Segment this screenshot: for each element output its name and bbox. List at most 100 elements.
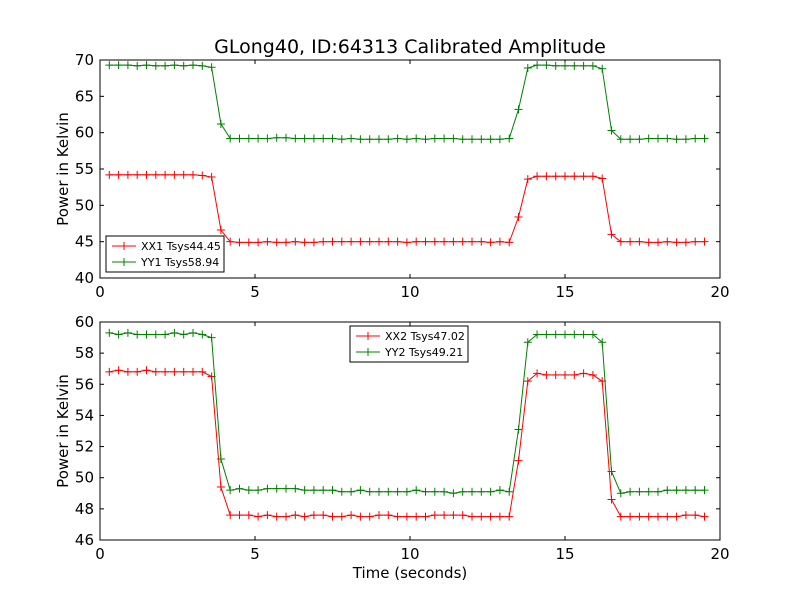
data-point-marker	[133, 367, 142, 376]
y-tick-label: 60	[75, 124, 94, 142]
data-point-marker	[570, 330, 579, 339]
data-point-marker	[207, 333, 216, 342]
data-point-marker	[412, 237, 421, 246]
data-point-marker	[468, 487, 476, 496]
y-tick-label: 60	[75, 313, 94, 331]
data-point-marker	[309, 134, 318, 143]
data-point-marker	[598, 338, 607, 347]
data-point-marker	[421, 237, 430, 246]
data-point-marker	[644, 134, 653, 143]
data-point-marker	[170, 367, 179, 376]
data-point-marker	[393, 487, 402, 496]
data-point-marker	[523, 338, 532, 347]
data-point-marker	[514, 105, 523, 114]
data-point-marker	[291, 237, 300, 246]
data-point-marker	[421, 135, 430, 144]
data-point-marker	[189, 170, 197, 179]
data-point-marker	[672, 238, 681, 247]
data-point-marker	[105, 61, 114, 70]
data-point-marker	[691, 134, 700, 143]
data-point-marker	[263, 511, 272, 520]
data-point-marker	[356, 237, 365, 246]
y-tick-label: 40	[75, 269, 94, 287]
chart-title: GLong40, ID:64313 Calibrated Amplitude	[214, 36, 606, 58]
data-point-marker	[133, 330, 142, 339]
data-point-marker	[412, 486, 421, 495]
data-point-marker	[542, 61, 551, 70]
data-point-marker	[449, 237, 458, 246]
y-tick-label: 46	[75, 531, 94, 549]
data-point-marker	[347, 134, 356, 143]
data-point-marker	[319, 486, 328, 495]
data-point-marker	[440, 237, 449, 246]
data-point-marker	[105, 170, 114, 179]
data-point-marker	[505, 512, 514, 521]
y-tick-label: 70	[75, 51, 94, 69]
data-point-marker	[272, 512, 281, 521]
data-point-marker	[198, 171, 207, 180]
y-tick-label: 65	[75, 87, 94, 105]
data-point-marker	[579, 61, 588, 70]
data-point-marker	[505, 238, 514, 247]
data-point-marker	[300, 512, 309, 521]
data-point-marker	[114, 61, 123, 70]
data-point-marker	[402, 238, 411, 247]
data-point-marker	[588, 330, 597, 339]
data-point-marker	[328, 512, 337, 521]
data-point-marker	[551, 61, 560, 70]
data-point-marker	[328, 486, 337, 495]
data-point-marker	[672, 135, 681, 144]
series-2-1	[105, 366, 709, 521]
series-1-2	[105, 61, 709, 144]
data-point-marker	[486, 238, 495, 247]
data-point-marker	[114, 330, 123, 339]
data-point-marker	[440, 134, 449, 143]
data-point-marker	[123, 61, 132, 70]
data-point-marker	[198, 330, 207, 339]
data-point-marker	[328, 134, 337, 143]
data-point-marker	[393, 237, 402, 246]
data-point-marker	[375, 135, 383, 144]
data-point-marker	[449, 489, 458, 498]
data-point-marker	[672, 512, 681, 521]
x-axis-label: Time (seconds)	[352, 564, 468, 582]
data-point-marker	[300, 486, 309, 495]
data-point-marker	[189, 61, 197, 70]
data-point-marker	[133, 170, 142, 179]
data-point-marker	[235, 238, 244, 247]
data-point-marker	[477, 487, 486, 496]
data-point-marker	[495, 135, 504, 144]
data-point-marker	[495, 486, 504, 495]
data-point-marker	[616, 512, 625, 521]
data-point-marker	[477, 135, 486, 144]
data-point-marker	[235, 484, 244, 493]
data-point-marker	[440, 511, 449, 520]
data-point-marker	[579, 172, 588, 181]
data-point-marker	[216, 455, 225, 464]
data-point-marker	[570, 370, 579, 379]
data-point-marker	[151, 61, 160, 70]
data-point-marker	[644, 238, 653, 247]
data-point-marker	[654, 134, 662, 143]
data-point-marker	[607, 467, 616, 476]
data-point-marker	[226, 486, 235, 495]
data-point-marker	[561, 61, 569, 70]
data-point-marker	[161, 367, 170, 376]
data-point-marker	[533, 330, 542, 339]
data-point-marker	[654, 487, 662, 496]
legend-marker	[120, 242, 128, 250]
data-point-marker	[282, 512, 290, 521]
data-point-marker	[319, 511, 328, 520]
data-point-marker	[681, 511, 690, 520]
legend: XX2 Tsys47.02 YY2 Tsys49.21	[349, 325, 469, 363]
data-point-marker	[272, 133, 281, 142]
legend-label: XX1 Tsys44.45	[141, 240, 221, 253]
data-point-marker	[151, 170, 160, 179]
data-point-marker	[216, 483, 225, 492]
x-tick-label: 5	[250, 283, 260, 301]
y-tick-label: 55	[75, 160, 94, 178]
data-point-marker	[123, 367, 132, 376]
legend-marker	[364, 348, 372, 356]
legend-marker	[120, 258, 128, 266]
